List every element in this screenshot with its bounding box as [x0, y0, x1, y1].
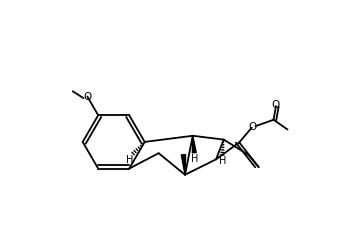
Text: O: O [272, 99, 280, 110]
Text: H: H [191, 154, 199, 164]
Text: H: H [126, 155, 133, 165]
Polygon shape [192, 136, 196, 153]
Text: O: O [83, 92, 91, 102]
Text: O: O [248, 122, 257, 132]
Polygon shape [181, 154, 186, 175]
Text: H: H [219, 156, 227, 166]
